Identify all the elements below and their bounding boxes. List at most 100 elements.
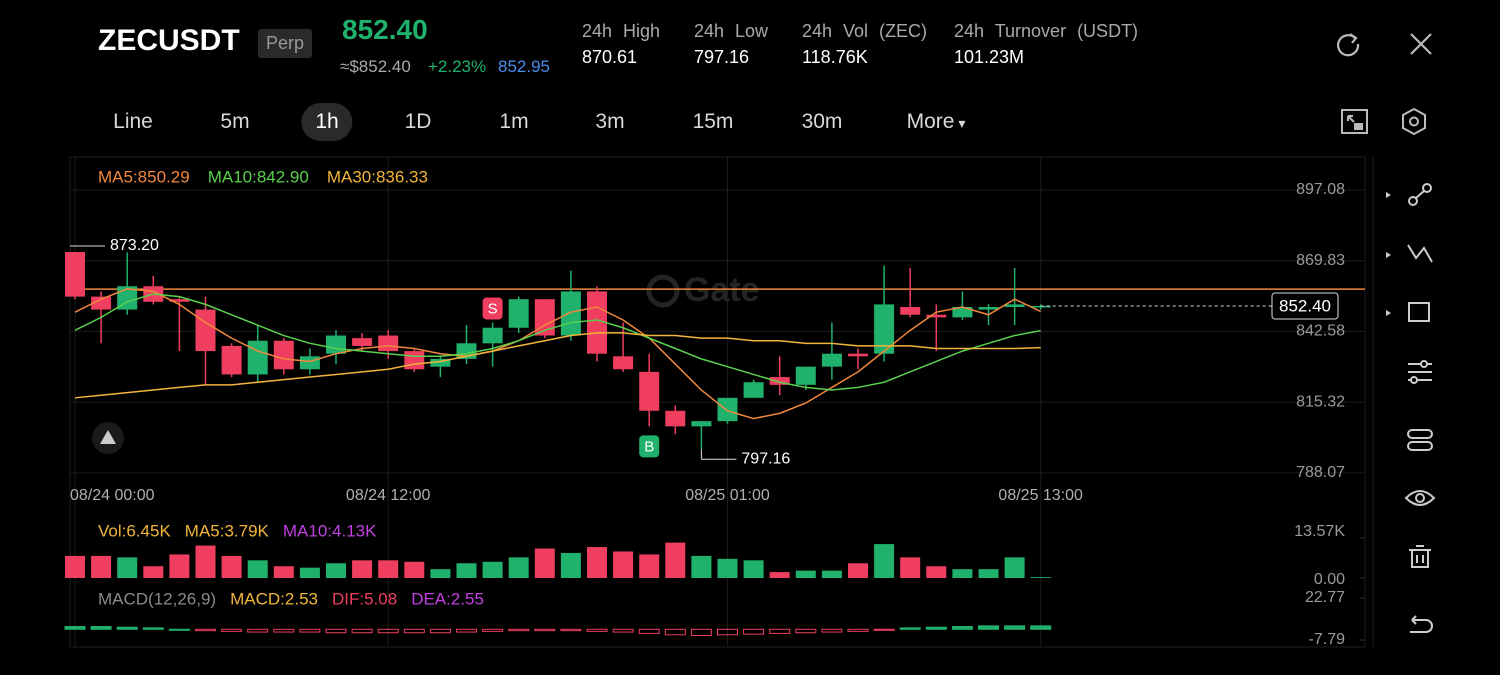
volume-bar — [821, 570, 842, 578]
candle-body — [117, 286, 138, 310]
settings-icon[interactable] — [1400, 107, 1428, 137]
volume-bar — [743, 560, 764, 578]
y-tick-label: 897.08 — [1296, 181, 1345, 198]
volume-bar — [900, 557, 921, 578]
candle-body — [769, 377, 790, 385]
stat-label: 24h Turnover (USDT) — [954, 21, 1139, 41]
volume-bar — [117, 557, 138, 578]
stat-label: 24h Low — [694, 21, 769, 41]
macd-bar — [299, 628, 321, 633]
macd-legend: DIF:5.08 — [332, 589, 397, 608]
refresh-icon[interactable] — [1334, 30, 1362, 58]
volume-bar — [534, 548, 555, 578]
timeframe-tab[interactable]: 3m — [595, 110, 625, 133]
volume-bar — [326, 563, 346, 578]
volume-bar — [247, 560, 268, 578]
candle-body — [352, 338, 373, 346]
candle-body — [91, 296, 112, 310]
approx-price: ≈$852.40 — [340, 57, 411, 76]
volume-bar — [221, 555, 242, 578]
candle-body — [404, 351, 425, 370]
macd-bar — [247, 628, 269, 633]
macd-bar — [273, 628, 295, 633]
candle-body — [273, 340, 294, 370]
candle-body — [299, 356, 320, 370]
y-tick-label: 815.32 — [1296, 393, 1345, 410]
close-icon[interactable] — [1408, 31, 1434, 57]
macd-bar — [403, 628, 425, 634]
timeframe-tab[interactable]: More ▾ — [906, 110, 966, 133]
macd-legend: MACD:2.53 — [230, 589, 318, 608]
macd-bar — [168, 628, 190, 631]
macd-tick-label: 22.77 — [1305, 589, 1345, 606]
change: +2.23% — [428, 57, 487, 76]
dropdown-arrow: ▾ — [954, 115, 966, 131]
macd-bar — [116, 626, 138, 630]
volume-tick-label: 13.57K — [1294, 523, 1345, 540]
ma-legend: MA5:850.29 — [98, 167, 190, 186]
timeframe-tab[interactable]: 30m — [801, 110, 843, 133]
volume-bar — [952, 569, 973, 578]
volume-bar — [717, 558, 738, 578]
macd-bar — [1030, 625, 1052, 630]
volume-bar — [613, 551, 634, 578]
candle-body — [1004, 304, 1025, 307]
volume-bar — [560, 552, 581, 578]
macd-bar — [978, 625, 999, 630]
volume-bar — [1030, 577, 1051, 578]
macd-bar — [769, 628, 791, 634]
timeframe-tab[interactable]: 1h — [301, 103, 353, 141]
timeframe-tab[interactable]: 1D — [404, 110, 432, 133]
ma-line — [74, 332, 1041, 399]
volume-legend: MA5:3.79K — [185, 521, 270, 540]
volume-bar — [508, 557, 529, 578]
candle-body — [821, 353, 842, 367]
layout-icon[interactable] — [1340, 108, 1370, 136]
macd-bar — [795, 628, 817, 634]
candle-body — [326, 335, 346, 354]
macd-bar — [925, 626, 947, 630]
volume-bar — [352, 560, 373, 578]
candle-body — [508, 299, 529, 328]
timeframe-tab[interactable]: 5m — [220, 110, 250, 133]
volume-bar — [195, 545, 216, 578]
y-tick-label: 842.58 — [1296, 323, 1345, 340]
volume-bar — [456, 563, 477, 578]
candle-body — [665, 410, 686, 427]
candle-body — [482, 327, 503, 344]
current-price-label: 852.40 — [1279, 296, 1331, 315]
volume-bar — [482, 561, 503, 578]
volume-bar — [404, 561, 425, 578]
candle-body — [926, 314, 947, 318]
timeframe-tab[interactable]: Line — [113, 110, 153, 133]
y-tick-label: 788.07 — [1296, 464, 1345, 481]
volume-bar — [874, 544, 895, 578]
macd-bar — [821, 628, 843, 633]
candle-body — [378, 335, 399, 352]
macd-bar — [482, 628, 504, 632]
macd-bar — [534, 628, 556, 632]
candle-body — [900, 306, 921, 315]
volume-bar — [926, 566, 947, 578]
volume-bar — [848, 563, 868, 578]
timeframe-tab[interactable]: 1m — [499, 110, 529, 133]
candle-body — [639, 371, 660, 411]
volume-bar — [665, 542, 686, 578]
timeframe-tab[interactable]: 15m — [692, 110, 734, 133]
macd-bar — [743, 628, 765, 635]
volume-legend: MA10:4.13K — [283, 521, 377, 540]
macd-bar — [873, 628, 895, 631]
macd-bar — [142, 627, 164, 630]
stat-value: 870.61 — [582, 47, 638, 67]
macd-bar — [951, 626, 973, 630]
macd-legend: MACD(12,26,9) — [98, 589, 216, 608]
ma-line — [74, 288, 1042, 420]
volume-bar — [769, 572, 790, 578]
macd-bar — [1004, 625, 1026, 630]
eye-toggle[interactable] — [92, 422, 124, 454]
ma-legend: MA30:836.33 — [327, 167, 428, 186]
candle-body — [743, 382, 764, 398]
symbol: ZECUSDT — [98, 24, 240, 57]
macd-bar — [899, 627, 921, 630]
